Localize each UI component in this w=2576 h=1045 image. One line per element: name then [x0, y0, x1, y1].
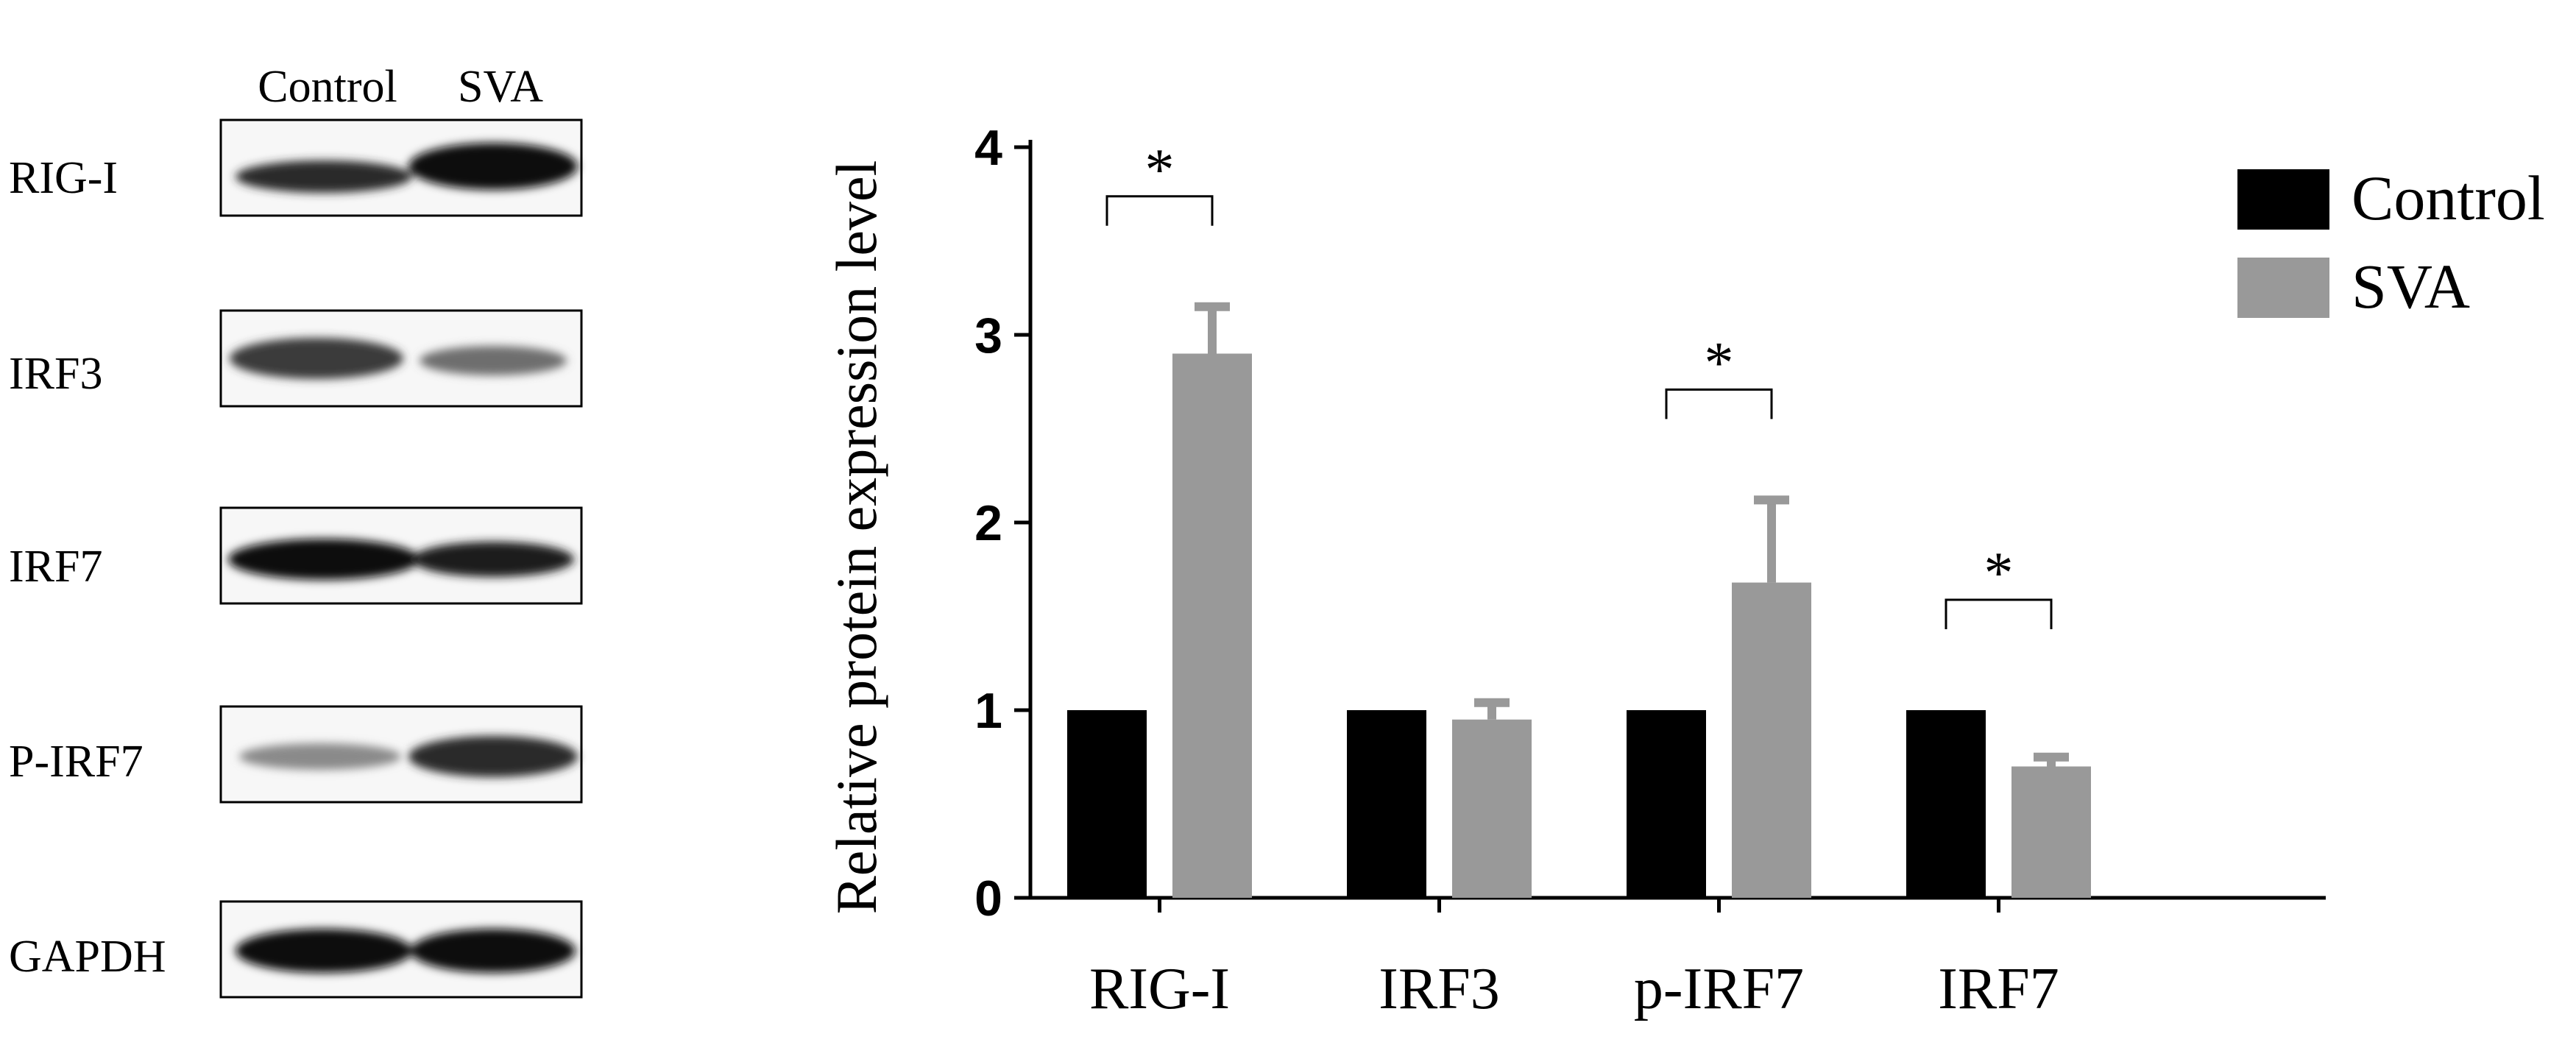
significance-bracket	[1665, 388, 1773, 419]
band-rig-i-sva	[408, 143, 578, 190]
blot-label-irf7: IRF7	[9, 542, 102, 592]
significance-star: *	[1705, 330, 1734, 395]
significance-marks: * * *	[1105, 138, 2053, 629]
legend-label-sva: SVA	[2352, 251, 2470, 322]
bar-sva-irf3	[1452, 719, 1532, 898]
blot-row-gapdh: GAPDH	[9, 900, 583, 999]
y-tick-label: 1	[974, 683, 1002, 739]
bar-sva-irf7	[2011, 766, 2091, 898]
y-tick-label: 4	[974, 120, 1002, 176]
blot-row-p-irf7: P-IRF7	[9, 705, 583, 804]
chart-legend: Control SVA	[2237, 163, 2545, 322]
blot-label-irf3: IRF3	[9, 349, 102, 399]
chart-bars: RIG-I IRF3 p-IRF7 IRF7	[1067, 302, 2091, 1021]
bar-control-irf3	[1347, 710, 1426, 898]
y-axis-label: Relative protein expression level	[824, 160, 888, 915]
blot-label-rig-i: RIG-I	[9, 153, 118, 203]
band-irf7-control	[228, 539, 420, 580]
lane-label-control: Control	[258, 62, 397, 112]
band-gapdh-control	[236, 929, 412, 973]
band-rig-i-control	[236, 160, 412, 193]
y-tick-label: 3	[974, 308, 1002, 364]
lane-label-sva: SVA	[458, 62, 543, 112]
western-blot-panel: Control SVA RIG-I IRF3 IRF7	[9, 62, 583, 999]
band-gapdh-sva	[411, 929, 576, 973]
band-p-irf7-sva	[408, 736, 578, 777]
y-tick-label: 2	[974, 495, 1002, 551]
band-irf3-sva	[420, 346, 567, 375]
blot-label-gapdh: GAPDH	[9, 932, 166, 982]
x-tick-label: RIG-I	[1089, 957, 1230, 1021]
significance-bracket	[1105, 195, 1214, 226]
band-irf3-control	[230, 338, 403, 379]
legend-label-control: Control	[2352, 163, 2545, 233]
y-tick-label: 0	[974, 871, 1002, 927]
band-p-irf7-control	[239, 743, 401, 770]
band-irf7-sva	[412, 542, 574, 577]
legend-swatch-sva	[2237, 258, 2329, 318]
significance-star: *	[1984, 541, 2014, 606]
blot-row-irf7: IRF7	[9, 506, 583, 605]
bar-sva-rig-i	[1172, 353, 1252, 898]
blot-row-rig-i: RIG-I	[9, 118, 583, 217]
x-tick-label: IRF7	[1938, 957, 2059, 1021]
bar-control-p-irf7	[1627, 710, 1706, 898]
significance-bracket	[1945, 598, 2053, 629]
bar-chart: Relative protein expression level 01234 …	[824, 120, 2545, 1021]
significance-star: *	[1145, 138, 1175, 202]
bar-sva-p-irf7	[1732, 582, 1811, 898]
x-tick-label: p-IRF7	[1634, 957, 1804, 1021]
bar-control-irf7	[1906, 710, 1986, 898]
bar-control-rig-i	[1067, 710, 1147, 898]
blot-label-p-irf7: P-IRF7	[9, 737, 144, 787]
legend-swatch-control	[2237, 169, 2329, 230]
blot-row-irf3: IRF3	[9, 309, 583, 408]
x-tick-label: IRF3	[1379, 957, 1500, 1021]
